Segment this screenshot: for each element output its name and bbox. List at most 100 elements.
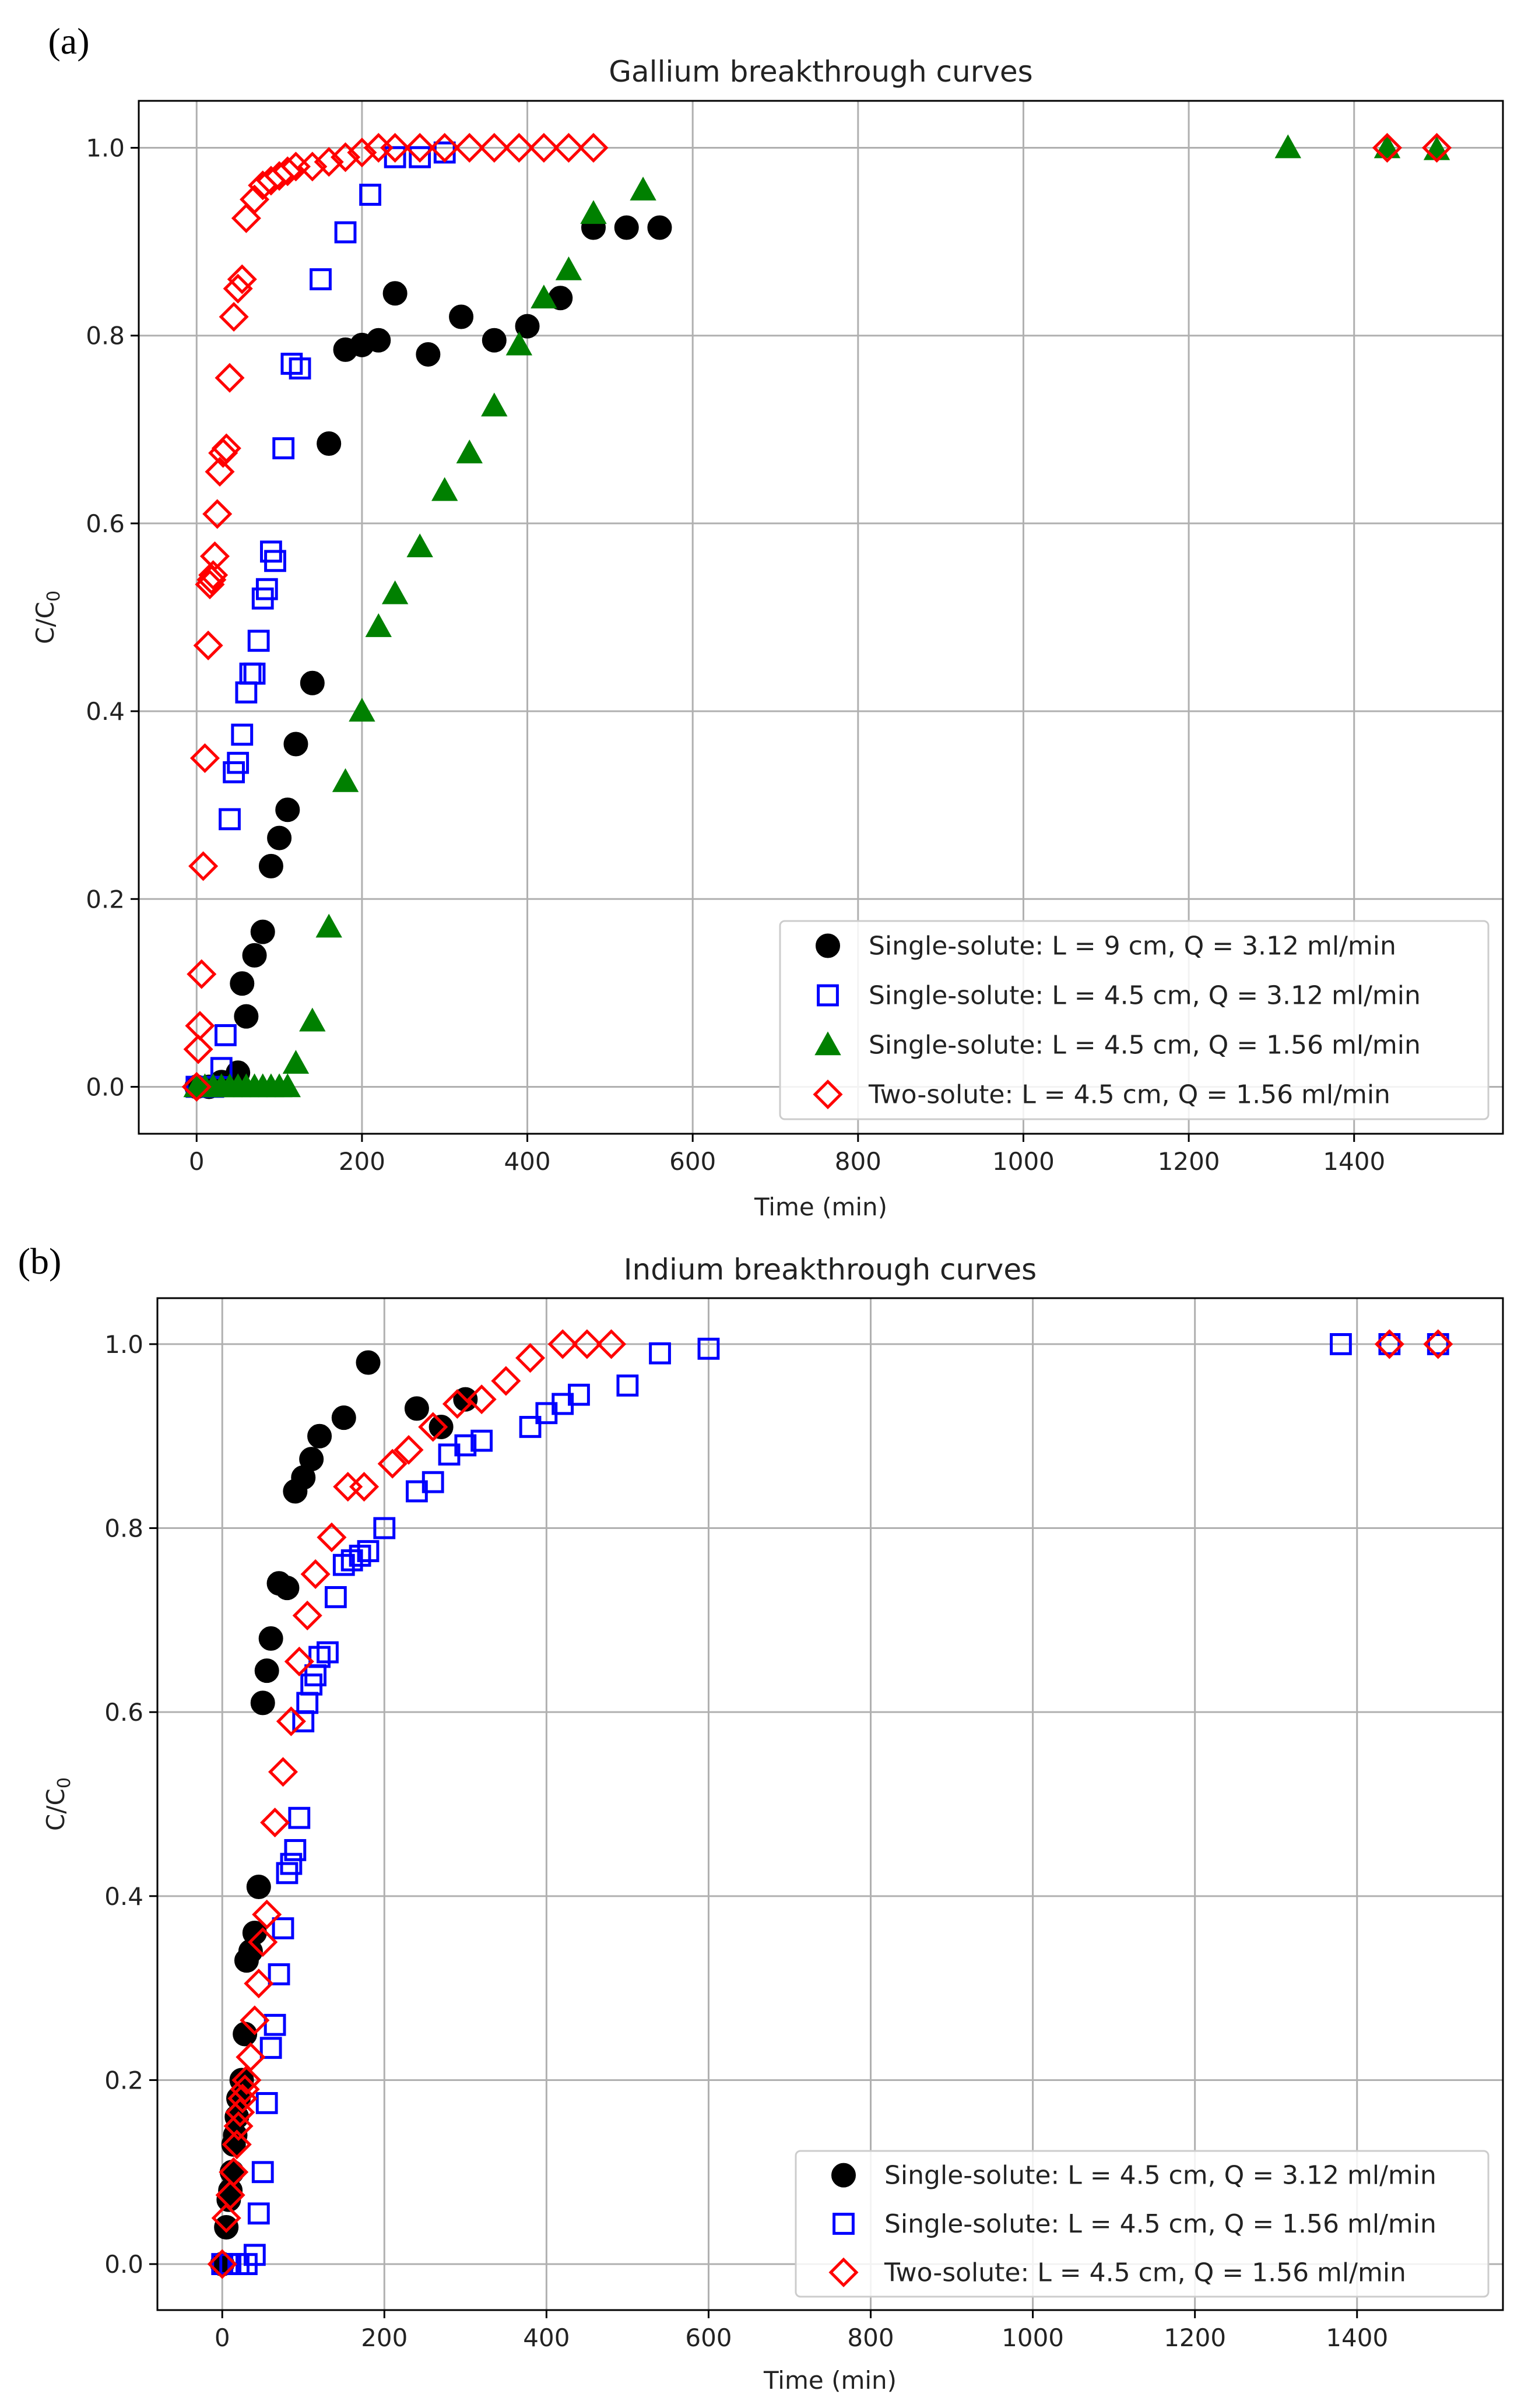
legend-entry: Single-solute: L = 4.5 cm, Q = 3.12 ml/m…: [869, 981, 1421, 1011]
data-point: [406, 533, 433, 557]
data-point: [515, 1343, 546, 1373]
data-point: [1274, 134, 1301, 159]
data-point: [416, 342, 441, 367]
data-point: [568, 1383, 590, 1406]
data-point: [482, 328, 507, 353]
data-point: [357, 1540, 380, 1562]
legend-marker: [831, 2163, 856, 2188]
data-point: [430, 133, 460, 163]
data-point: [647, 215, 672, 240]
data-point: [381, 580, 409, 604]
data-point: [188, 851, 219, 881]
data-point: [251, 2161, 274, 2184]
data-point: [1422, 133, 1452, 163]
data-point: [268, 1963, 290, 1985]
data-point: [366, 328, 391, 353]
data-point: [300, 1559, 331, 1589]
x-tick-label: 400: [504, 1147, 550, 1176]
data-point: [227, 264, 257, 294]
legend-marker: [817, 984, 839, 1007]
data-point: [243, 662, 266, 685]
panel-label: (a): [48, 20, 89, 62]
data-point: [219, 2157, 249, 2187]
legend-entry: Single-solute: L = 4.5 cm, Q = 1.56 ml/m…: [884, 2209, 1436, 2239]
data-point: [409, 146, 431, 168]
data-point: [247, 2202, 270, 2225]
data-point: [531, 284, 557, 309]
data-point: [222, 2129, 252, 2160]
data-point: [275, 797, 300, 822]
series-diamond: [207, 1329, 1453, 2279]
data-point: [227, 751, 250, 774]
data-point: [365, 613, 392, 637]
data-point: [333, 1471, 363, 1502]
legend-box: [795, 2150, 1490, 2298]
data-point: [491, 1366, 521, 1396]
data-point: [578, 133, 609, 163]
data-point: [199, 541, 230, 571]
series-circle: [210, 1350, 478, 2277]
data-point: [183, 1034, 213, 1064]
data-point: [292, 1600, 322, 1631]
data-point: [404, 1396, 429, 1421]
data-point: [223, 2111, 254, 2141]
data-point: [332, 768, 359, 792]
legend-entry: Two-solute: L = 4.5 cm, Q = 1.56 ml/min: [884, 2258, 1406, 2287]
data-point: [268, 1757, 298, 1787]
y-tick-label: 0.4: [86, 697, 125, 726]
data-point: [359, 184, 381, 206]
data-point: [299, 1447, 324, 1472]
data-point: [380, 133, 410, 163]
data-point: [244, 1968, 274, 1999]
data-point: [258, 1626, 283, 1651]
data-point: [373, 1517, 396, 1539]
data-point: [356, 1350, 381, 1375]
y-tick-label: 0.6: [104, 1698, 143, 1727]
data-point: [442, 1388, 472, 1419]
legend-entry: Single-solute: L = 4.5 cm, Q = 1.56 ml/m…: [869, 1031, 1421, 1060]
data-point: [243, 2244, 266, 2266]
data-point: [418, 1412, 448, 1442]
y-tick-label: 0.2: [104, 2066, 143, 2094]
x-tick-label: 1200: [1164, 2323, 1226, 2352]
data-point: [449, 304, 474, 329]
y-axis-label: C/C0: [41, 1777, 75, 1831]
data-point: [240, 2005, 270, 2036]
data-point: [649, 1342, 671, 1365]
legend-marker: [828, 2257, 859, 2287]
y-tick-label: 1.0: [104, 1330, 143, 1359]
x-tick-label: 1000: [992, 1147, 1055, 1176]
data-point: [207, 2249, 237, 2279]
data-point: [255, 578, 278, 600]
legend: Single-solute: L = 9 cm, Q = 3.12 ml/min…: [779, 920, 1490, 1120]
data-point: [529, 133, 559, 163]
data-point: [1372, 133, 1402, 163]
data-point: [254, 1658, 279, 1683]
y-axis-label-main: C/C: [31, 602, 59, 644]
data-point: [247, 630, 270, 652]
data-point: [211, 433, 241, 463]
data-point: [259, 2037, 282, 2059]
panel-a: (a) Gallium breakthrough curves 0 200 400 600…: [31, 20, 1504, 1221]
data-point: [252, 1899, 282, 1929]
y-axis-label: C/C0: [31, 590, 64, 644]
legend-box: [779, 920, 1490, 1120]
y-axis-label-subscript: 0: [44, 590, 64, 602]
y-tick-label: 0.6: [86, 509, 125, 538]
data-point: [181, 1071, 212, 1102]
x-tick-label: 1400: [1323, 1147, 1385, 1176]
data-point: [614, 215, 639, 240]
data-point: [250, 1690, 275, 1716]
panel-label: (b): [18, 1240, 62, 1282]
data-point: [470, 1429, 493, 1452]
data-point: [223, 273, 253, 304]
data-point: [272, 156, 303, 187]
data-point: [454, 1434, 477, 1457]
data-point: [377, 1449, 408, 1479]
legend-marker: [813, 1079, 843, 1110]
data-point: [185, 1011, 215, 1041]
data-point: [479, 133, 510, 163]
data-point: [193, 630, 223, 660]
x-axis-label: Time (min): [754, 1193, 887, 1221]
